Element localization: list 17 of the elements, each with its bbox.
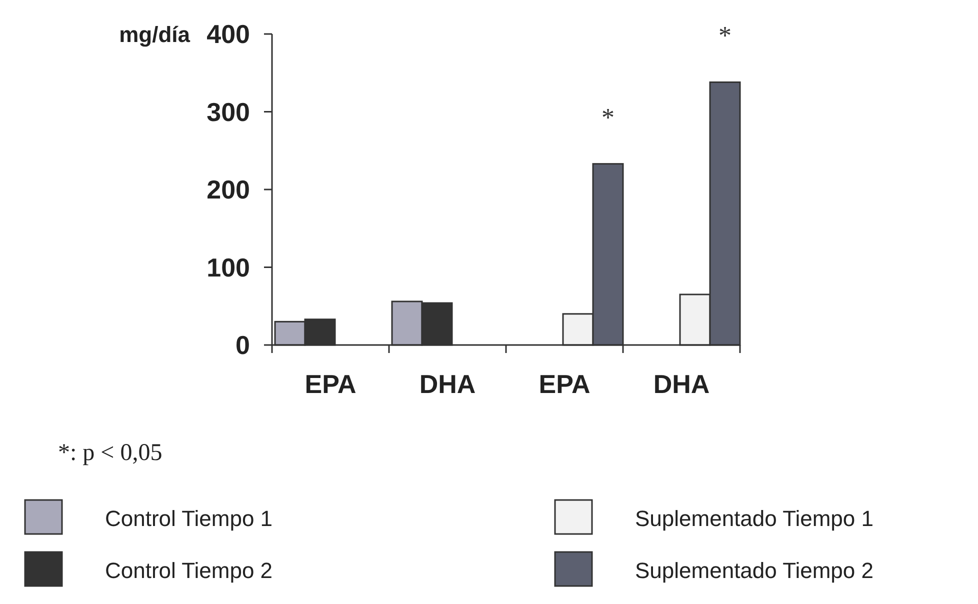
data-label: * xyxy=(602,102,614,132)
legend-label: Control Tiempo 2 xyxy=(105,558,273,583)
legend-label: Suplementado Tiempo 2 xyxy=(635,558,874,583)
x-tick-label: EPA xyxy=(538,369,590,399)
y-tick-label: 0 xyxy=(236,330,250,360)
x-tick-label: DHA xyxy=(653,369,710,399)
y-tick-label: 200 xyxy=(206,174,250,205)
legend-label: Control Tiempo 1 xyxy=(105,506,273,531)
y-axis-title: mg/día xyxy=(119,22,191,47)
y-tick-label: 100 xyxy=(206,252,250,282)
data-label: * xyxy=(718,21,732,50)
y-tick-label: 300 xyxy=(206,96,250,127)
legend-label: Suplementado Tiempo 1 xyxy=(635,506,874,531)
y-tick-label: 400 xyxy=(206,19,250,50)
x-tick-label: DHA xyxy=(419,369,476,399)
x-tick-label: EPA xyxy=(304,369,356,399)
text: *: p < 0,05 xyxy=(58,440,162,466)
